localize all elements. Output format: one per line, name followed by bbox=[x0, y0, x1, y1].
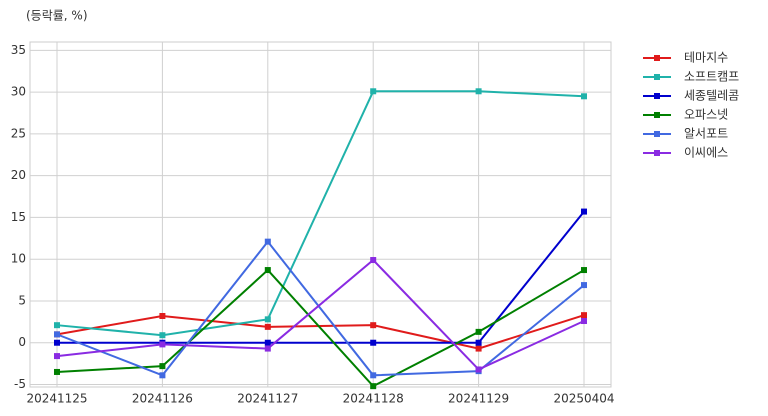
point bbox=[370, 383, 377, 390]
legend-marker bbox=[654, 55, 660, 61]
legend-marker bbox=[654, 74, 660, 80]
point bbox=[54, 331, 60, 338]
legend-label: 오파스넷 bbox=[684, 108, 728, 122]
legend-marker bbox=[654, 131, 660, 137]
legend-label: 이씨에스 bbox=[684, 146, 728, 160]
point bbox=[159, 332, 166, 339]
point bbox=[581, 267, 587, 274]
point bbox=[370, 372, 377, 379]
point bbox=[370, 88, 377, 95]
point bbox=[264, 345, 271, 352]
point bbox=[475, 88, 482, 95]
legend-label: 세종텔레콤 bbox=[684, 89, 739, 103]
plot-frame bbox=[29, 41, 612, 388]
point bbox=[264, 339, 271, 346]
y-axis-label: (등락률, %) bbox=[26, 9, 88, 23]
point bbox=[475, 339, 482, 346]
point bbox=[475, 345, 482, 352]
point bbox=[54, 368, 60, 375]
point bbox=[159, 363, 166, 370]
legend-label: 테마지수 bbox=[684, 51, 728, 65]
point bbox=[264, 267, 271, 274]
series-line bbox=[56, 268, 585, 388]
point bbox=[475, 328, 482, 335]
legend-label: 알서포트 bbox=[684, 127, 728, 141]
point bbox=[581, 208, 587, 215]
series-line bbox=[56, 314, 585, 350]
x-tick-label: 20241126 bbox=[132, 392, 193, 406]
legend-marker bbox=[654, 112, 660, 118]
series-line bbox=[56, 90, 585, 337]
series-line bbox=[56, 258, 585, 371]
point bbox=[581, 318, 587, 325]
point bbox=[264, 316, 271, 323]
y-tick-label: 20 bbox=[11, 168, 26, 182]
legend-marker bbox=[654, 93, 660, 99]
y-tick-label: 30 bbox=[11, 85, 26, 99]
x-tick-label: 20241125 bbox=[26, 392, 87, 406]
x-tick-label: 20241127 bbox=[237, 392, 298, 406]
point bbox=[264, 238, 271, 245]
point bbox=[475, 366, 482, 373]
x-tick-label: 20241128 bbox=[343, 392, 404, 406]
point bbox=[370, 339, 377, 346]
point bbox=[159, 312, 166, 319]
legend-label: 소프트캠프 bbox=[684, 70, 739, 84]
x-tick-label: 20241129 bbox=[448, 392, 509, 406]
point bbox=[581, 282, 587, 289]
y-tick-label: 5 bbox=[18, 293, 26, 307]
y-tick-label: 25 bbox=[11, 126, 26, 140]
point bbox=[581, 93, 587, 100]
y-tick-label: 15 bbox=[11, 210, 26, 224]
point bbox=[159, 372, 166, 379]
x-tick-label: 20250404 bbox=[553, 392, 614, 406]
series-line bbox=[56, 240, 585, 377]
point bbox=[581, 312, 587, 319]
y-tick-label: 10 bbox=[11, 252, 26, 266]
point bbox=[159, 341, 166, 348]
point bbox=[264, 323, 271, 330]
point bbox=[54, 339, 60, 346]
legend-marker bbox=[654, 150, 660, 156]
point bbox=[54, 353, 60, 360]
point bbox=[370, 257, 377, 264]
point bbox=[370, 322, 377, 329]
point bbox=[54, 322, 60, 329]
y-tick-label: -5 bbox=[14, 377, 26, 391]
y-tick-label: 35 bbox=[11, 43, 26, 57]
y-tick-label: 0 bbox=[18, 335, 26, 349]
